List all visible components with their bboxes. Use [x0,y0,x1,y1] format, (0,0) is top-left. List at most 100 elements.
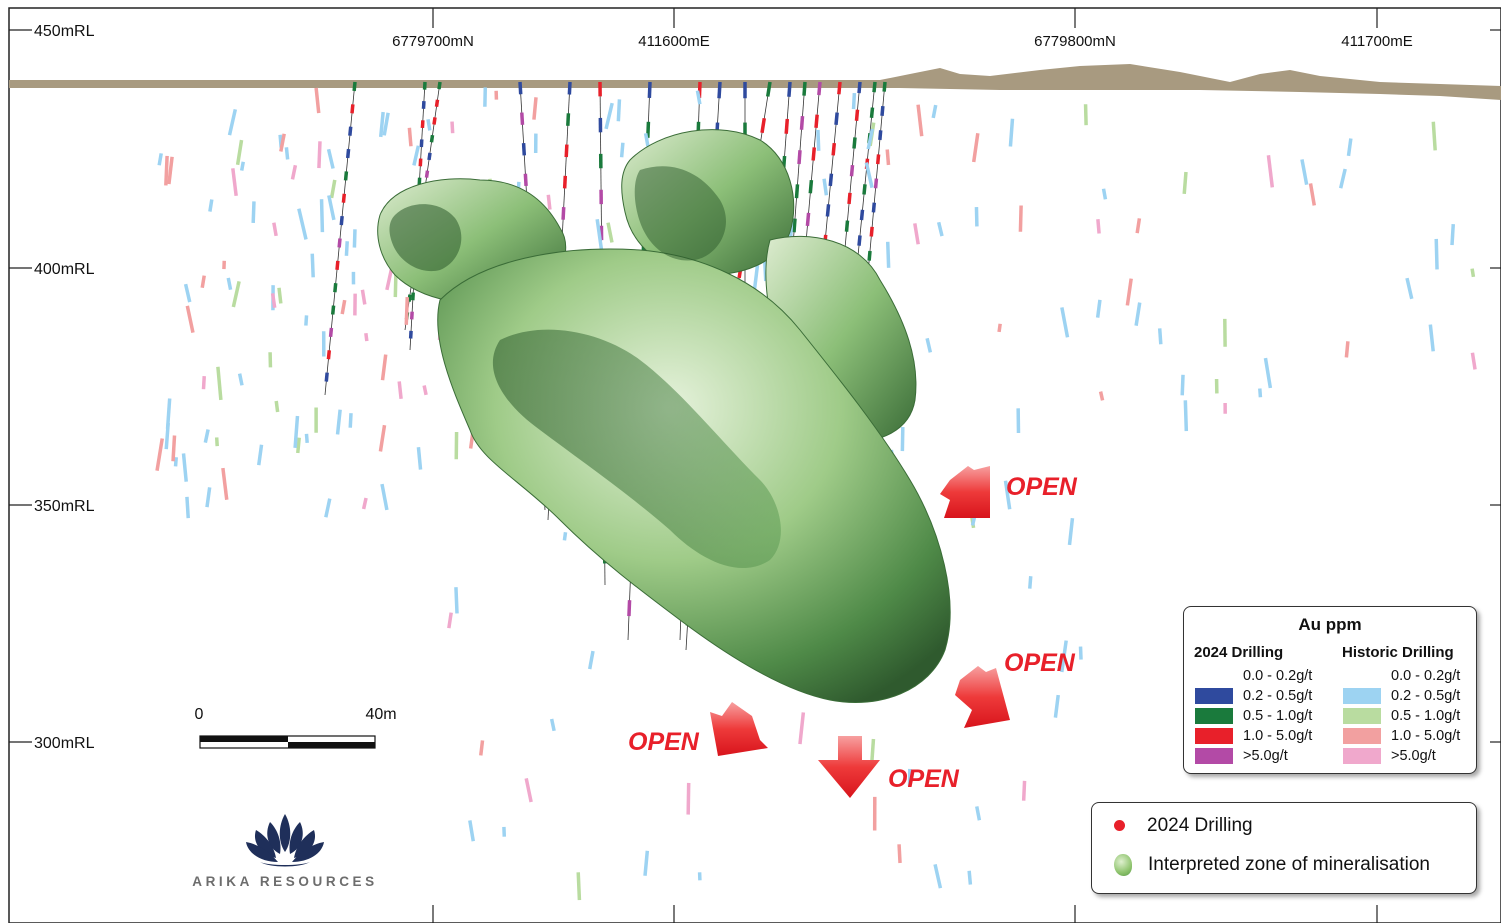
historic-assay-segment [454,587,459,614]
historic-assay-segment [239,161,245,171]
drill-assay-segment [562,175,568,189]
historic-assay-segment [380,483,389,511]
historic-assay-segment [317,141,322,169]
au-ppm-legend: Au ppm 2024 Drilling Historic Drilling 0… [1183,606,1477,774]
mineralisation-dark-core [492,329,781,569]
historic-assay-segment [327,195,336,221]
historic-assay-segment [279,133,286,152]
historic-assay-segment [1431,121,1437,151]
historic-assay-segment [231,168,238,197]
historic-assay-segment [450,121,455,134]
historic-assay-segment [208,199,214,212]
drill-assay-segment [799,116,805,130]
elevation-label-300: 300mRL [34,735,95,752]
historic-assay-segment [1125,278,1133,306]
historic-assay-segment [200,275,206,289]
historic-assay-segment [1470,268,1476,278]
historic-assay-segment [864,162,874,189]
historic-assay-segment [1078,646,1083,660]
drill-assay-segment [847,192,852,205]
historic-assay-segment [1021,780,1027,801]
drill-assay-segment [760,118,767,134]
historic-assay-segment [214,437,219,447]
open-arrow-south [818,736,880,798]
open-label-south: OPEN [888,765,960,793]
historic-assay-segment [931,104,938,119]
historic-assay-segment [364,332,369,342]
drill-assay-segment [345,148,351,159]
legend-swatch [1195,748,1233,765]
historic-assay-segment [378,424,387,452]
lotus-icon [246,814,324,867]
drill-assay-segment [873,178,879,189]
drill-assay-segment [787,81,792,97]
historic-assay-segment [251,201,256,223]
drill-assay-segment [437,81,442,90]
legend-range-label: 0.2 - 0.5g/t [1243,688,1313,704]
drill-assay-segment [805,212,811,227]
legend-row-rows-2024-3: 1.0 - 5.0g/t [1195,727,1312,745]
historic-assay-segment [314,87,321,114]
historic-assay-segment [185,305,195,334]
drill-assay-segment [434,99,440,108]
drill-assay-segment [871,202,877,213]
scale-bar-start-label: 0 [195,706,204,723]
drill-assay-segment [647,81,652,99]
historic-assay-segment [270,293,277,309]
historic-assay-segment [1470,352,1477,370]
drill-assay-segment [521,143,527,156]
drill-assay-segment [875,154,881,165]
historic-assay-segment [643,132,650,147]
historic-assay-segment [1157,328,1163,345]
historic-assay-segment [201,376,206,390]
historic-assay-segment [205,487,212,508]
legend-row-rows-hist-2: 0.5 - 1.0g/t [1343,707,1460,725]
drill-assay-segment [627,600,632,617]
left-ticks [9,29,1501,743]
legend-range-label: 0.2 - 0.5g/t [1391,688,1461,704]
historic-assay-segment [181,453,188,482]
historic-assay-segment [643,850,650,876]
historic-assay-segment [1308,183,1317,206]
top-ticks [432,8,1378,923]
drill-assay-segment [567,81,572,95]
drill-assay-segment [335,260,340,270]
drill-assay-segment [330,305,336,315]
elevation-label-450: 450mRL [34,23,95,40]
historic-assay-segment [1018,205,1023,232]
historic-assay-segment [227,109,238,136]
historic-assay-segment [329,179,337,199]
historic-assay-segment [1450,224,1456,246]
historic-assay-segment [397,381,403,399]
legend-row-rows-2024-2: 0.5 - 1.0g/t [1195,707,1312,725]
historic-assay-segment [412,145,421,166]
legend-row-rows-2024-4: >5.0g/t [1195,747,1288,765]
green-zone-icon [1114,854,1132,876]
historic-assay-segment [1266,155,1275,188]
elevation-label-400: 400mRL [34,261,95,278]
historic-assay-segment [816,129,821,151]
legend-range-label: 0.0 - 0.2g/t [1391,668,1461,684]
historic-assay-segment [1060,640,1068,673]
legend-row-rows-hist-0: 0.0 - 0.2g/t [1343,667,1460,685]
historic-assay-segment [216,366,223,401]
historic-assay-segment [595,219,604,251]
historic-assay-segment [326,148,335,169]
legend-range-label: >5.0g/t [1243,748,1288,764]
historic-assay-segment [546,194,552,210]
historic-assay-segment [382,112,390,136]
historic-assay-segment [185,496,190,519]
drill-assay-segment [834,112,839,125]
drill-assay-segment [869,226,874,237]
legend-heading-2024: 2024 Drilling [1194,644,1284,661]
drill-assay-segment [343,171,349,181]
historic-assay-segment [1434,238,1439,270]
historic-assay-segment [171,435,177,462]
legend-range-label: 0.5 - 1.0g/t [1391,708,1461,724]
historic-assay-segment [173,457,178,467]
historic-assay-segment [822,178,829,196]
legend-row-2024-drilling: 2024 Drilling [1114,815,1253,837]
legend-range-label: 1.0 - 5.0g/t [1391,728,1461,744]
historic-assay-segment [1258,388,1263,398]
historic-assay-segment [997,323,1002,333]
